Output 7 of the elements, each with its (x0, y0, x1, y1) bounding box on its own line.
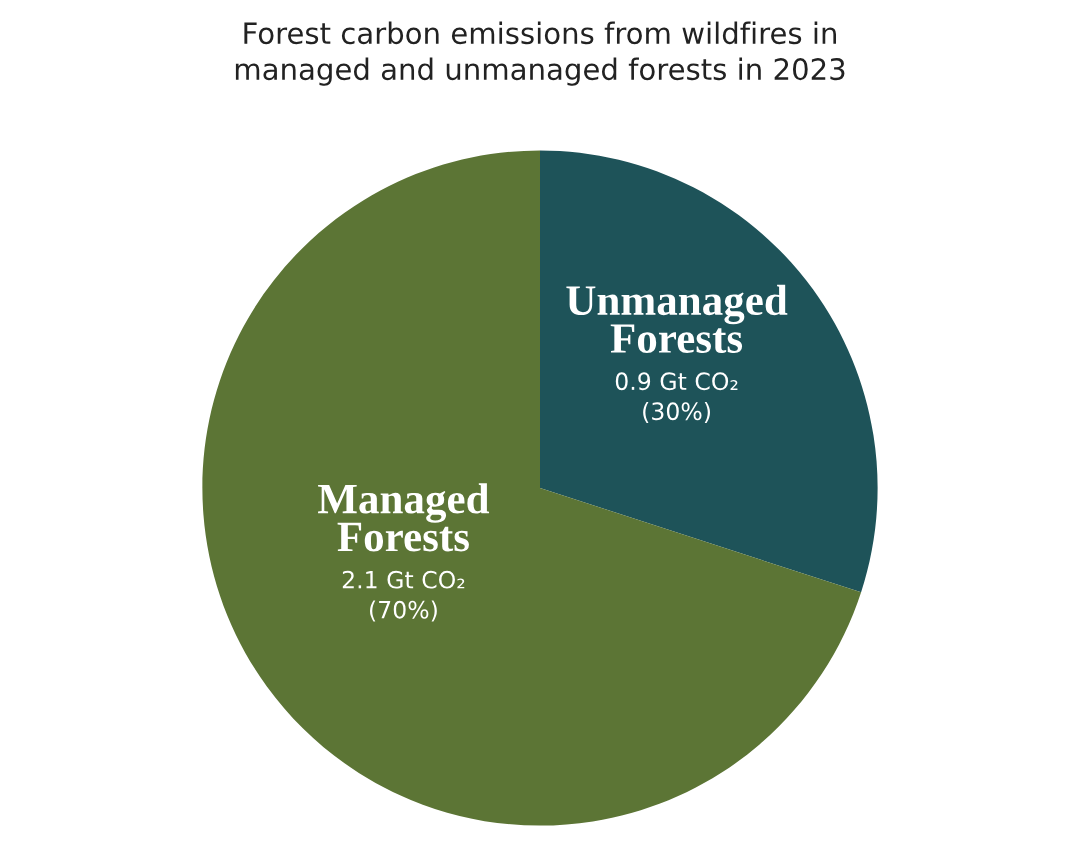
pie-slice (540, 150, 878, 593)
slice-label: Managed Forests (318, 483, 490, 552)
pie-slice (202, 150, 862, 826)
slice-label: Unmanaged Forests (566, 284, 788, 354)
data-label: 0.9 Gt CO₂ (30%) (615, 372, 738, 423)
chart-title: Forest carbon emissions from wildfires in managed and unmanaged forests in 2023 (235, 21, 845, 86)
data-label: 2.1 Gt CO₂ (70%) (342, 570, 465, 622)
